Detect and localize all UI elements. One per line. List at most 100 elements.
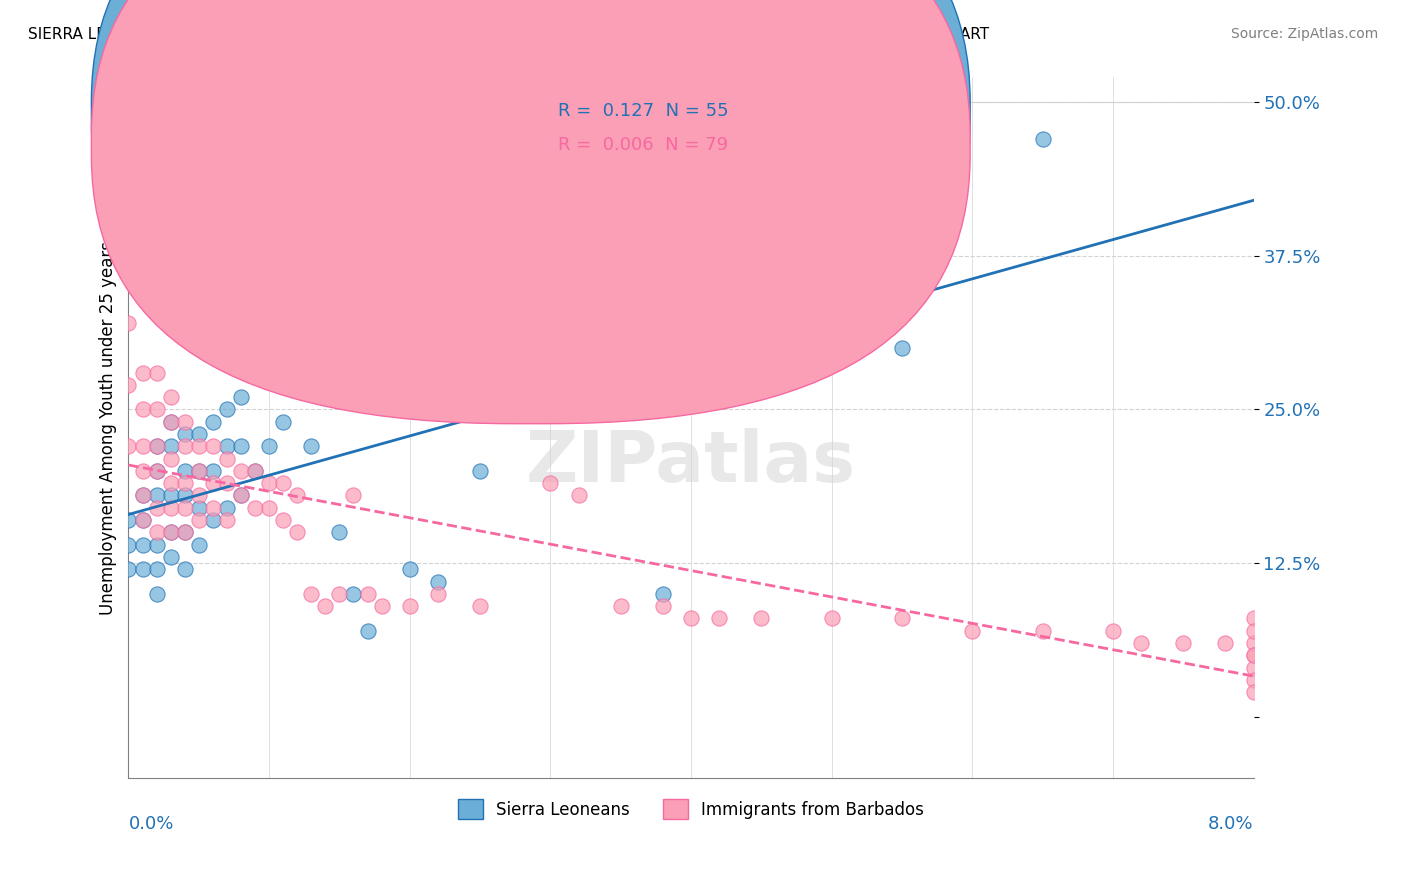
Point (215, 402, 238, 417)
Point (145, 587, 167, 601)
Point (117, 562, 139, 576)
Point (159, 525, 181, 540)
Point (299, 587, 322, 601)
Point (215, 500, 238, 515)
Point (145, 439, 167, 453)
Point (271, 476, 294, 491)
Point (159, 488, 181, 502)
Point (243, 464, 266, 478)
Point (117, 513, 139, 527)
Point (159, 525, 181, 540)
Point (229, 488, 252, 502)
Point (173, 476, 195, 491)
Point (962, 624, 984, 638)
Point (1243, 611, 1265, 625)
Point (187, 427, 209, 442)
Point (131, 488, 153, 502)
Point (187, 538, 209, 552)
Point (538, 316, 561, 330)
Point (1215, 636, 1237, 650)
Text: ZIPatlas: ZIPatlas (526, 428, 856, 498)
Text: 0.0%: 0.0% (128, 815, 174, 833)
Point (131, 402, 153, 417)
Point (131, 439, 153, 453)
Point (145, 464, 167, 478)
Point (215, 476, 238, 491)
Point (201, 464, 224, 478)
Point (145, 562, 167, 576)
Point (173, 439, 195, 453)
Point (891, 341, 914, 355)
Point (1243, 648, 1265, 663)
Point (567, 488, 589, 502)
Point (285, 316, 308, 330)
Point (314, 599, 336, 614)
Point (145, 538, 167, 552)
Point (1032, 132, 1054, 146)
Point (356, 587, 378, 601)
Point (1243, 624, 1265, 638)
Point (117, 439, 139, 453)
Point (159, 549, 181, 564)
Point (131, 464, 153, 478)
Point (257, 439, 280, 453)
Point (117, 243, 139, 257)
Point (285, 525, 308, 540)
Point (651, 587, 673, 601)
Point (271, 513, 294, 527)
Point (285, 488, 308, 502)
Point (173, 525, 195, 540)
Point (173, 562, 195, 576)
Point (215, 451, 238, 466)
Text: Source: ZipAtlas.com: Source: ZipAtlas.com (1230, 27, 1378, 41)
Point (426, 587, 449, 601)
Point (173, 488, 195, 502)
Point (707, 611, 730, 625)
Point (229, 464, 252, 478)
Point (187, 500, 209, 515)
Point (328, 525, 350, 540)
Text: R =  0.006  N = 79: R = 0.006 N = 79 (558, 136, 728, 153)
Text: 8.0%: 8.0% (1208, 815, 1254, 833)
Point (651, 599, 673, 614)
Point (468, 464, 491, 478)
Point (468, 599, 491, 614)
Point (145, 525, 167, 540)
Point (201, 439, 224, 453)
Point (299, 439, 322, 453)
Point (342, 587, 364, 601)
Point (145, 402, 167, 417)
Point (187, 464, 209, 478)
Point (342, 488, 364, 502)
Point (314, 341, 336, 355)
Point (257, 476, 280, 491)
Point (398, 562, 420, 576)
Point (159, 439, 181, 453)
Point (159, 390, 181, 404)
Point (243, 464, 266, 478)
Text: R =  0.127  N = 55: R = 0.127 N = 55 (558, 103, 728, 120)
Point (215, 513, 238, 527)
Point (145, 366, 167, 380)
Point (159, 415, 181, 429)
Point (257, 500, 280, 515)
Point (145, 488, 167, 502)
Point (117, 538, 139, 552)
Point (201, 500, 224, 515)
Point (751, 611, 773, 625)
Point (243, 366, 266, 380)
Point (145, 439, 167, 453)
Point (187, 513, 209, 527)
Point (145, 500, 167, 515)
Point (1102, 624, 1125, 638)
Point (398, 599, 420, 614)
Point (229, 488, 252, 502)
Point (229, 439, 252, 453)
Point (117, 377, 139, 392)
Point (609, 599, 631, 614)
Point (131, 488, 153, 502)
Point (215, 439, 238, 453)
Point (271, 415, 294, 429)
Point (187, 464, 209, 478)
Legend: Sierra Leoneans, Immigrants from Barbados: Sierra Leoneans, Immigrants from Barbado… (451, 792, 931, 826)
